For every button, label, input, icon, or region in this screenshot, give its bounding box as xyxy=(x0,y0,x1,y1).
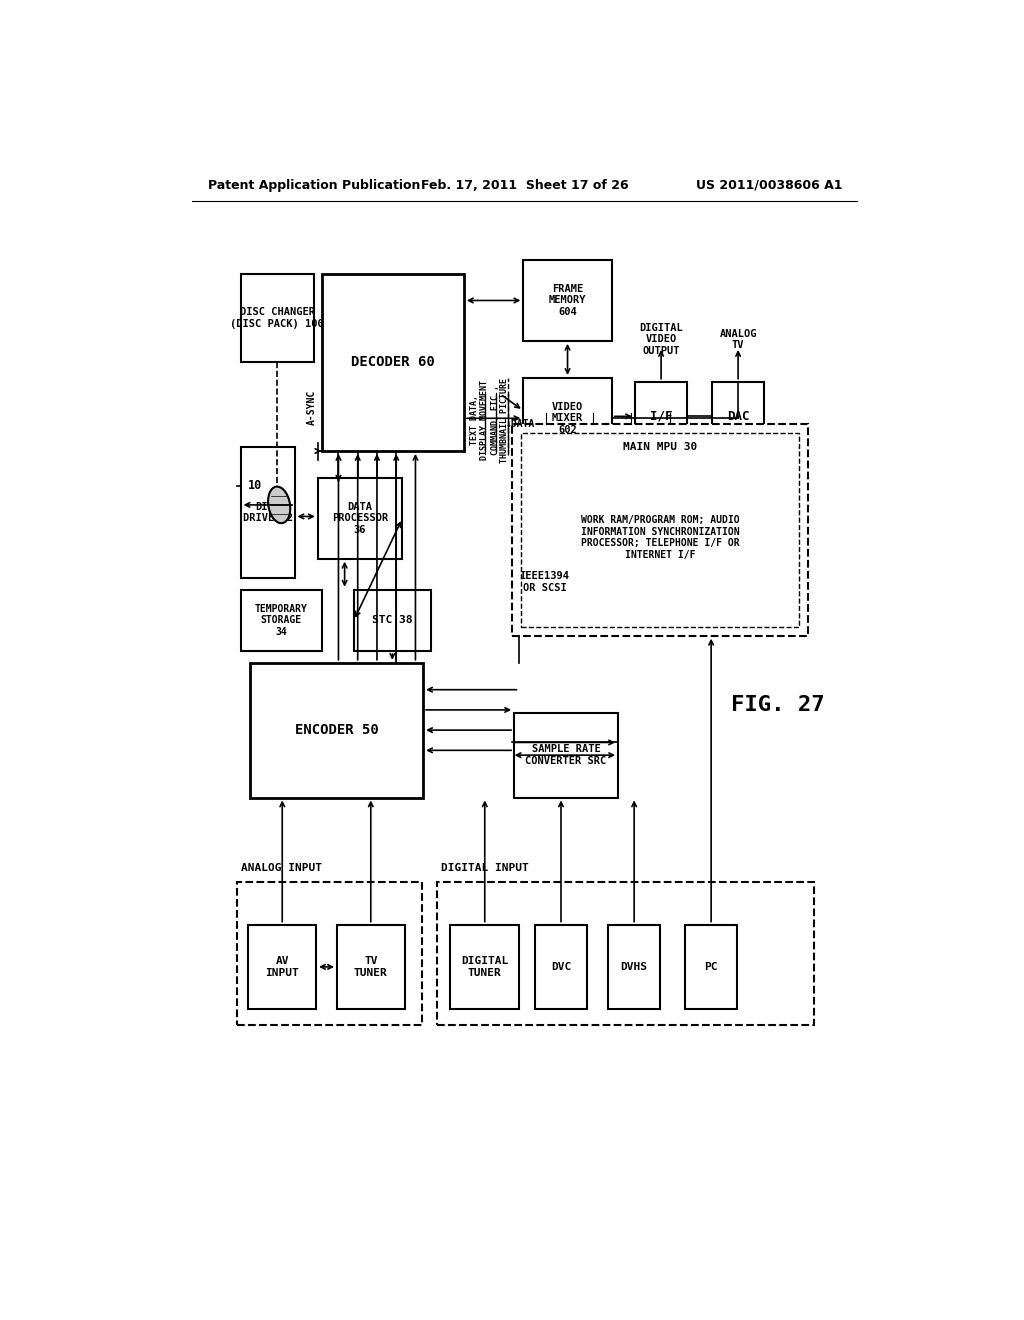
Bar xyxy=(535,924,587,1010)
Text: STC 38: STC 38 xyxy=(372,615,413,626)
Text: US 2011/0038606 A1: US 2011/0038606 A1 xyxy=(695,178,842,191)
Bar xyxy=(635,381,687,451)
Bar xyxy=(241,590,322,651)
Ellipse shape xyxy=(268,487,290,523)
Bar xyxy=(608,924,660,1010)
Text: TV
TUNER: TV TUNER xyxy=(354,956,388,978)
Text: I/F: I/F xyxy=(650,409,673,422)
Text: ↓DATA: ↓DATA xyxy=(506,418,535,429)
Text: DVHS: DVHS xyxy=(621,962,647,972)
Text: ANALOG INPUT: ANALOG INPUT xyxy=(241,863,322,873)
Text: SAMPLE RATE
CONVERTER SRC: SAMPLE RATE CONVERTER SRC xyxy=(525,744,606,766)
Bar xyxy=(523,260,611,341)
Text: ANALOG
TV: ANALOG TV xyxy=(719,329,757,350)
Bar xyxy=(437,882,814,1024)
Text: TEMPORARY
STORAGE
34: TEMPORARY STORAGE 34 xyxy=(255,603,307,638)
Text: Feb. 17, 2011  Sheet 17 of 26: Feb. 17, 2011 Sheet 17 of 26 xyxy=(421,178,629,191)
Bar xyxy=(514,713,617,797)
Bar xyxy=(337,924,404,1010)
Text: DIGITAL INPUT: DIGITAL INPUT xyxy=(441,863,528,873)
Bar xyxy=(354,590,431,651)
Text: DISC
DRIVE 32: DISC DRIVE 32 xyxy=(243,502,293,524)
Text: DAC: DAC xyxy=(727,409,750,422)
Text: DIGITAL
TUNER: DIGITAL TUNER xyxy=(461,956,508,978)
Bar xyxy=(249,924,316,1010)
Bar xyxy=(241,275,313,363)
Text: DATA
PROCESSOR
36: DATA PROCESSOR 36 xyxy=(332,502,388,535)
Bar xyxy=(322,275,464,451)
Text: FRAME
MEMORY
604: FRAME MEMORY 604 xyxy=(549,284,587,317)
Bar xyxy=(241,447,295,578)
Text: WORK RAM/PROGRAM ROM; AUDIO
INFORMATION SYNCHRONIZATION
PROCESSOR; TELEPHONE I/F: WORK RAM/PROGRAM ROM; AUDIO INFORMATION … xyxy=(581,515,739,560)
Text: DIGITAL
VIDEO
OUTPUT: DIGITAL VIDEO OUTPUT xyxy=(639,323,683,356)
Text: A-SYNC: A-SYNC xyxy=(306,389,316,425)
Text: DECODER 60: DECODER 60 xyxy=(351,355,434,370)
Bar xyxy=(512,424,808,636)
Text: TEXT DATA,
DISPLAY MOVEMENT
COMMAND, ETC.,: TEXT DATA, DISPLAY MOVEMENT COMMAND, ETC… xyxy=(470,380,500,461)
Text: DVC: DVC xyxy=(551,962,571,972)
Bar xyxy=(317,478,402,558)
Bar xyxy=(685,924,737,1010)
Text: AV
INPUT: AV INPUT xyxy=(265,956,299,978)
Text: FIG. 27: FIG. 27 xyxy=(730,696,824,715)
Text: 10: 10 xyxy=(248,479,262,492)
Bar xyxy=(250,663,423,797)
Text: VIDEO
MIXER
602: VIDEO MIXER 602 xyxy=(552,401,583,434)
Bar xyxy=(451,924,519,1010)
Text: IEEE1394
OR SCSI: IEEE1394 OR SCSI xyxy=(519,572,569,593)
Text: DISC CHANGER
(DISC PACK) 100: DISC CHANGER (DISC PACK) 100 xyxy=(230,308,325,329)
Text: ENCODER 50: ENCODER 50 xyxy=(295,723,379,737)
Text: THUMBNAIL PICTURE: THUMBNAIL PICTURE xyxy=(500,378,509,463)
Bar xyxy=(521,433,799,627)
Text: Patent Application Publication: Patent Application Publication xyxy=(208,178,420,191)
Text: PC: PC xyxy=(705,962,718,972)
Bar xyxy=(712,381,764,451)
Bar xyxy=(237,882,422,1024)
Bar xyxy=(523,378,611,459)
Text: MAIN MPU 30: MAIN MPU 30 xyxy=(623,442,697,453)
